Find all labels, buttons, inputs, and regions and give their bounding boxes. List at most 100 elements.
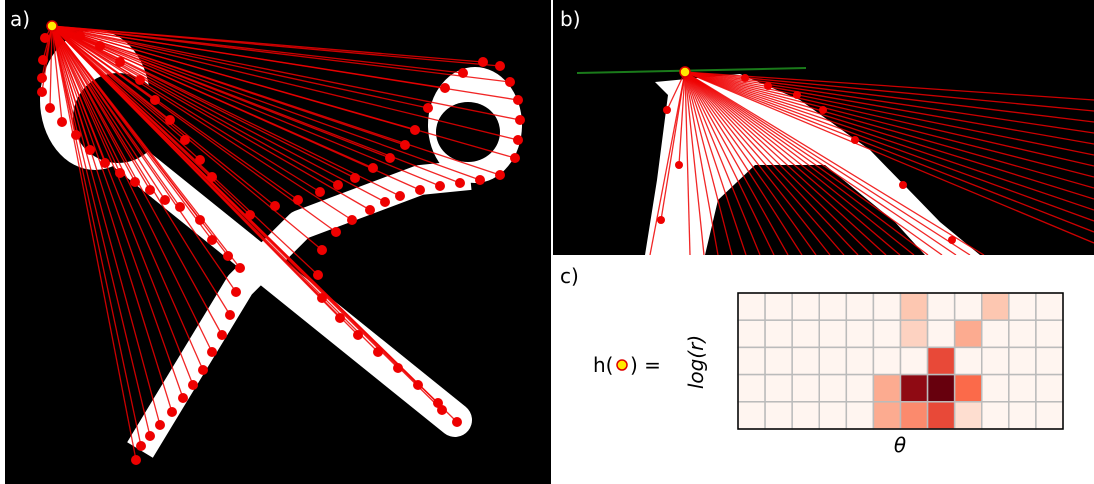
- panel-label: c): [560, 264, 579, 288]
- histogram-cell: [792, 402, 819, 429]
- contour-point: [515, 115, 525, 125]
- contour-point: [145, 431, 155, 441]
- histogram-cell: [765, 402, 792, 429]
- contour-point: [223, 251, 233, 261]
- histogram-cell: [928, 293, 955, 320]
- contour-point: [235, 263, 245, 273]
- histogram-cell: [846, 320, 873, 347]
- histogram-cell: [846, 402, 873, 429]
- contour-point: [335, 313, 345, 323]
- histogram-cell: [846, 293, 873, 320]
- contour-point: [373, 347, 383, 357]
- contour-point: [217, 330, 227, 340]
- contour-point: [331, 227, 341, 237]
- contour-point: [819, 106, 827, 114]
- histogram-cell: [955, 375, 982, 402]
- contour-point: [510, 153, 520, 163]
- histogram-cell: [738, 320, 765, 347]
- contour-point: [115, 57, 125, 67]
- histogram-cell: [765, 347, 792, 374]
- contour-point: [198, 365, 208, 375]
- contour-point: [95, 41, 105, 51]
- histogram-cell: [1009, 320, 1036, 347]
- histogram-cell: [901, 347, 928, 374]
- contour-point: [513, 135, 523, 145]
- contour-point: [513, 95, 523, 105]
- panel-label: b): [560, 7, 581, 31]
- contour-point: [395, 191, 405, 201]
- histogram-cell: [1036, 293, 1063, 320]
- contour-point: [225, 310, 235, 320]
- formula-suffix: ) =: [630, 353, 661, 377]
- histogram-cell: [873, 347, 900, 374]
- contour-point: [347, 215, 357, 225]
- histogram-cell: [955, 293, 982, 320]
- contour-point: [207, 235, 217, 245]
- contour-point: [495, 170, 505, 180]
- histogram-cell: [792, 375, 819, 402]
- contour-point: [415, 185, 425, 195]
- contour-point: [452, 417, 462, 427]
- contour-point: [167, 407, 177, 417]
- contour-point: [207, 347, 217, 357]
- contour-point: [368, 163, 378, 173]
- histogram-cell: [792, 293, 819, 320]
- heatmap: [738, 293, 1063, 429]
- histogram-cell: [1036, 402, 1063, 429]
- contour-point: [458, 68, 468, 78]
- contour-point: [131, 455, 141, 465]
- histogram-cell: [955, 320, 982, 347]
- histogram-cell: [928, 320, 955, 347]
- formula-point: [617, 360, 627, 370]
- contour-point: [37, 73, 47, 83]
- formula-prefix: h(: [593, 353, 613, 377]
- histogram-cell: [738, 375, 765, 402]
- histogram-cell: [955, 402, 982, 429]
- contour-point: [317, 293, 327, 303]
- contour-point: [85, 145, 95, 155]
- histogram-cell: [819, 320, 846, 347]
- histogram-cell: [873, 402, 900, 429]
- contour-point: [178, 393, 188, 403]
- histogram-cell: [819, 293, 846, 320]
- contour-point: [313, 270, 323, 280]
- histogram-cell: [1036, 375, 1063, 402]
- contour-point: [130, 177, 140, 187]
- contour-point: [136, 441, 146, 451]
- x-axis-label: θ: [894, 433, 906, 457]
- histogram-cell: [928, 402, 955, 429]
- reference-point: [47, 21, 57, 31]
- histogram-cell: [982, 320, 1009, 347]
- contour-point: [455, 178, 465, 188]
- contour-point: [657, 216, 665, 224]
- contour-point: [57, 117, 67, 127]
- contour-point: [38, 55, 48, 65]
- histogram-cell: [819, 375, 846, 402]
- histogram-cell: [792, 347, 819, 374]
- histogram-cell: [982, 293, 1009, 320]
- contour-point: [75, 31, 85, 41]
- histogram-cell: [901, 293, 928, 320]
- figure: a) b) c) h( ) = log(r) θ: [0, 0, 1094, 484]
- contour-point: [40, 33, 50, 43]
- histogram-cell: [1036, 320, 1063, 347]
- contour-point: [435, 181, 445, 191]
- contour-point: [231, 287, 241, 297]
- histogram-cell: [901, 375, 928, 402]
- reference-point: [680, 67, 690, 77]
- contour-point: [155, 420, 165, 430]
- contour-point: [160, 195, 170, 205]
- contour-point: [413, 380, 423, 390]
- histogram-cell: [738, 293, 765, 320]
- contour-point: [440, 83, 450, 93]
- histogram-cell: [765, 320, 792, 347]
- contour-point: [317, 245, 327, 255]
- panel-label: a): [10, 7, 30, 31]
- histogram-cell: [873, 293, 900, 320]
- histogram-cell: [792, 320, 819, 347]
- histogram-cell: [819, 347, 846, 374]
- contour-point: [793, 91, 801, 99]
- histogram-cell: [738, 347, 765, 374]
- histogram-cell: [765, 375, 792, 402]
- contour-point: [741, 74, 749, 82]
